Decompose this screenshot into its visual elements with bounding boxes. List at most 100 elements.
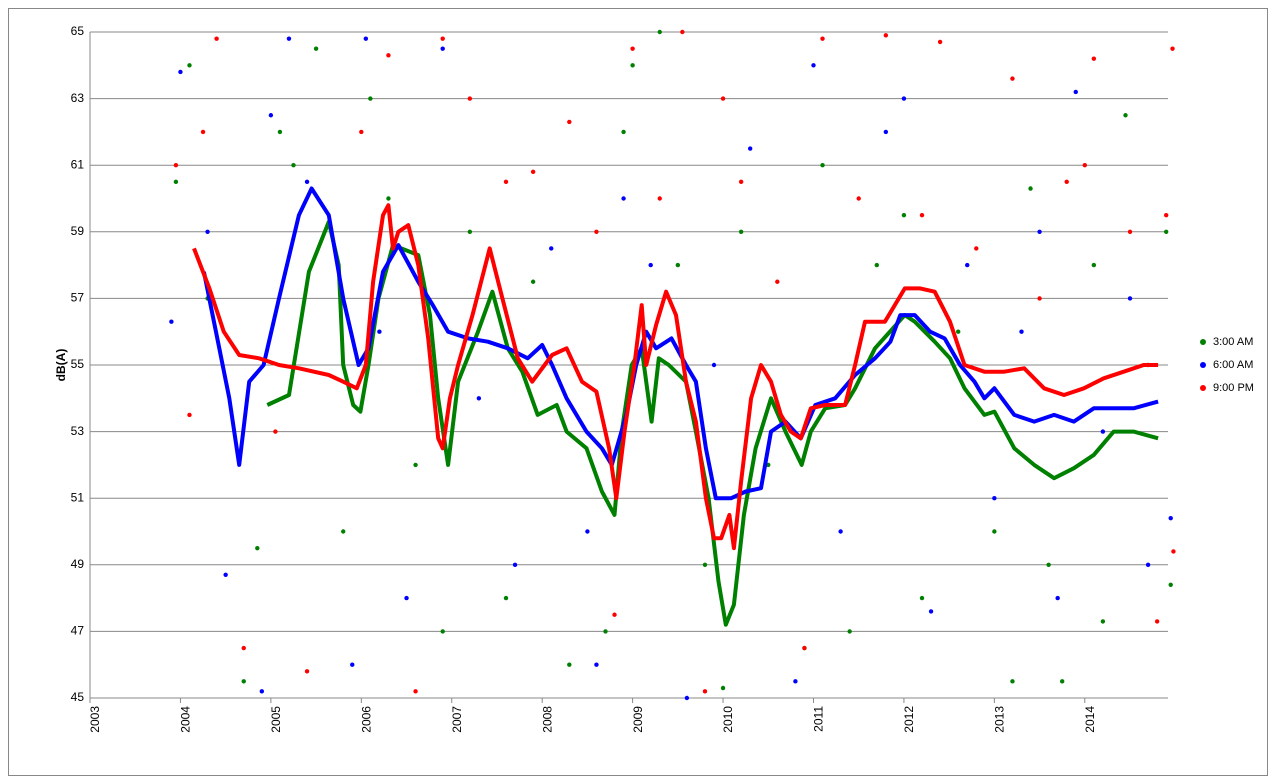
scatter-point <box>1046 562 1051 567</box>
scatter-point <box>856 196 861 201</box>
scatter-point <box>1037 229 1042 234</box>
scatter-point <box>1127 229 1133 234</box>
scatter-point <box>621 129 626 135</box>
scatter-point <box>775 279 780 284</box>
scatter-point <box>874 262 879 268</box>
scatter-point <box>702 689 708 694</box>
scatter-point <box>1059 679 1065 684</box>
legend-marker <box>1200 339 1206 345</box>
scatter-point <box>1168 515 1173 521</box>
x-tick-label: 2003 <box>88 706 102 733</box>
scatter-point <box>928 609 934 614</box>
scatter-point <box>657 29 662 35</box>
scatter-point <box>594 229 599 234</box>
x-tick-label: 2008 <box>540 706 554 733</box>
scatter-point <box>1028 186 1033 191</box>
scatter-point <box>467 229 473 234</box>
scatter-point <box>386 196 391 201</box>
scatter-point <box>386 53 391 58</box>
y-tick-label: 65 <box>71 24 85 38</box>
trend-line <box>192 203 1159 551</box>
scatter-point <box>965 262 970 268</box>
x-tick-label: 2006 <box>359 706 373 733</box>
scatter-point <box>1073 89 1078 95</box>
scatter-point <box>1091 262 1097 268</box>
scatter-point <box>503 179 509 185</box>
scatter-point <box>178 69 183 75</box>
scatter-point <box>567 662 572 667</box>
scatter-point <box>476 396 482 401</box>
scatter-point <box>440 46 445 51</box>
scatter-point <box>350 662 355 667</box>
scatter-point <box>1037 296 1042 301</box>
x-tick-label: 2010 <box>721 706 735 733</box>
scatter-point <box>440 629 445 634</box>
scatter-point <box>1100 619 1106 624</box>
scatter-point <box>1091 56 1097 61</box>
legend-marker <box>1200 385 1206 391</box>
scatter-point <box>992 496 997 501</box>
scatter-point <box>675 262 681 268</box>
scatter-point <box>820 163 825 168</box>
scatter-point <box>820 36 825 41</box>
scatter-point <box>413 462 418 468</box>
scatter-point <box>901 212 907 218</box>
y-tick-label: 59 <box>71 224 85 238</box>
x-tick-label: 2004 <box>179 706 193 733</box>
scatter-point <box>313 46 319 51</box>
scatter-point <box>404 595 409 601</box>
scatter-point <box>1019 329 1024 334</box>
scatter-point <box>937 39 943 45</box>
scatter-point <box>223 572 228 577</box>
scatter-point <box>680 29 685 35</box>
scatter-point <box>1082 163 1087 168</box>
scatter-point <box>173 163 179 168</box>
scatter-point <box>883 129 889 135</box>
y-tick-label: 53 <box>71 424 85 438</box>
scatter-point <box>1123 113 1128 118</box>
scatter-point <box>811 63 816 68</box>
scatter-point <box>630 46 635 51</box>
scatter-point <box>974 246 979 251</box>
scatter-point <box>304 669 310 674</box>
x-tick-label: 2014 <box>1083 706 1097 733</box>
y-tick-label: 55 <box>71 357 85 371</box>
scatter-point <box>368 96 373 101</box>
y-tick-label: 63 <box>71 91 85 105</box>
scatter-point <box>1100 429 1106 434</box>
scatter-point <box>530 279 536 284</box>
scatter-point <box>793 679 798 684</box>
legend-label: 3:00 AM <box>1213 336 1253 348</box>
scatter-point <box>847 629 852 634</box>
trend-line <box>201 186 1159 501</box>
scatter-point <box>1154 619 1160 624</box>
scatter-point <box>747 146 753 151</box>
scatter-point <box>205 229 210 234</box>
scatter-point <box>594 662 599 667</box>
scatter-point <box>214 36 219 41</box>
scatter-point <box>919 595 925 601</box>
scatter-point <box>377 329 382 334</box>
scatter-point <box>738 229 744 234</box>
scatter-point <box>657 196 662 201</box>
scatter-point <box>802 645 807 651</box>
scatter-point <box>702 562 708 567</box>
scatter-point <box>919 212 925 218</box>
scatter-point <box>603 629 608 634</box>
y-tick-label: 57 <box>71 291 85 305</box>
y-tick-label: 49 <box>71 557 85 571</box>
scatter-point <box>1170 46 1175 51</box>
scatter-point <box>1010 76 1015 81</box>
scatter-point <box>241 679 246 684</box>
scatter-point <box>711 362 717 368</box>
scatter-point <box>359 129 364 135</box>
scatter-point <box>187 63 192 68</box>
scatter-point <box>585 529 590 534</box>
scatter-point <box>883 33 889 38</box>
y-tick-label: 51 <box>71 490 85 504</box>
scatter-point <box>273 429 278 434</box>
scatter-point <box>1171 549 1176 554</box>
scatter-point <box>286 36 292 41</box>
scatter-point <box>720 96 726 101</box>
